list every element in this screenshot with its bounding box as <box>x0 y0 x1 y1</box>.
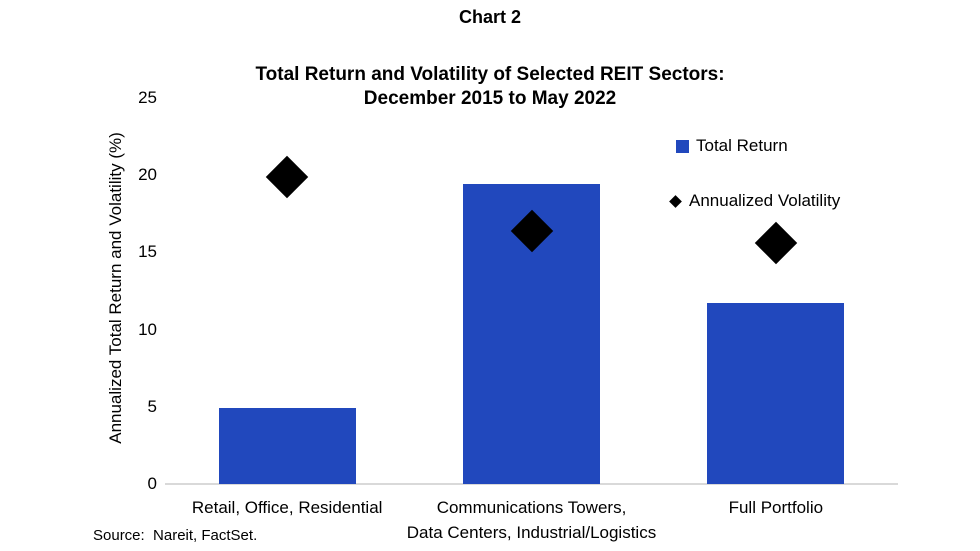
y-tick-label: 15 <box>138 242 157 262</box>
legend-item-annualized-volatility: Annualized Volatility <box>669 191 841 211</box>
y-tick-label: 10 <box>138 319 157 339</box>
chart-title-line1: Total Return and Volatility of Selected … <box>255 64 725 85</box>
total-return-bar <box>707 303 845 484</box>
legend-label-total-return: Total Return <box>696 136 788 155</box>
x-category-label: Communications Towers, Data Centers, Indu… <box>372 495 692 545</box>
x-category-label: Retail, Office, Residential <box>127 495 447 520</box>
total-return-square-icon <box>676 139 689 153</box>
annualized-volatility-marker <box>265 155 309 198</box>
x-category-line: Data Centers, Industrial/Logistics <box>406 523 657 542</box>
y-tick-label: 20 <box>138 165 157 185</box>
x-category-line: Communications Towers, <box>436 498 627 517</box>
total-return-bar <box>218 408 356 484</box>
legend-item-total-return: Total Return <box>676 136 788 156</box>
x-category-label: Full Portfolio <box>616 495 936 520</box>
x-category-line: Full Portfolio <box>728 498 824 517</box>
page-title: Chart 2 <box>458 7 521 27</box>
chart-title-line2: December 2015 to May 2022 <box>363 88 617 109</box>
chart-title: Total Return and Volatility of Selected … <box>0 63 980 111</box>
legend-label-annualized-volatility: Annualized Volatility <box>689 191 841 210</box>
annualized-volatility-diamond-icon <box>669 194 682 208</box>
x-axis-line <box>165 483 898 485</box>
annualized-volatility-marker <box>754 221 798 265</box>
x-category-line: Retail, Office, Residential <box>191 498 383 517</box>
y-tick-label: 25 <box>138 88 157 107</box>
source-note: Source: Nareit, FactSet. <box>93 527 258 544</box>
y-tick-label: 0 <box>147 474 157 493</box>
y-tick-label: 5 <box>147 396 157 416</box>
